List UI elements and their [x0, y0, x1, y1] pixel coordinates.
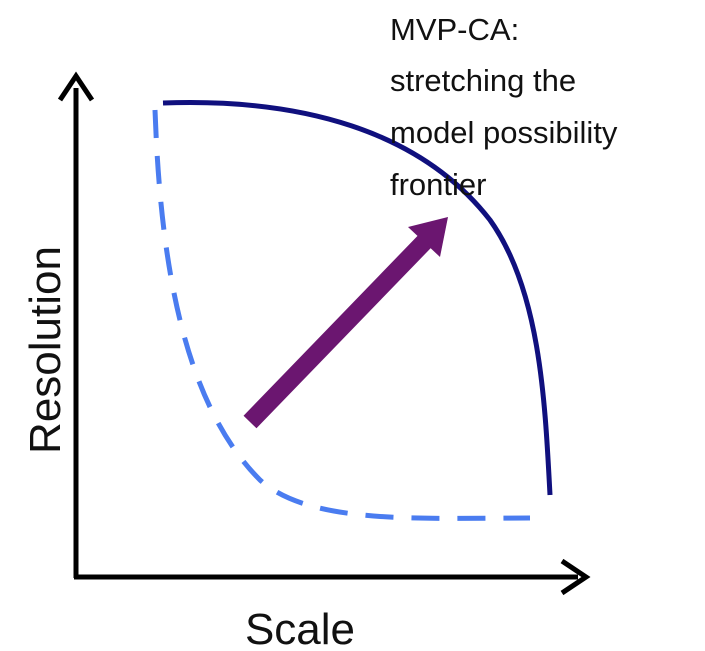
x-axis-arrowhead — [560, 558, 591, 596]
current-frontier — [152, 109, 531, 521]
annotation-line: frontier — [390, 167, 486, 202]
y-axis-arrowhead — [57, 71, 95, 102]
annotation-line: MVP-CA: — [390, 12, 519, 47]
stretched-frontier — [162, 100, 553, 496]
stretch-arrowhead — [408, 217, 448, 257]
x-axis-label: Scale — [245, 605, 355, 651]
y-axis-label: Resolution — [21, 246, 70, 454]
annotation-line: stretching the — [390, 63, 576, 98]
annotation-line: model possibility — [390, 115, 618, 150]
stretch-arrow — [243, 231, 435, 429]
